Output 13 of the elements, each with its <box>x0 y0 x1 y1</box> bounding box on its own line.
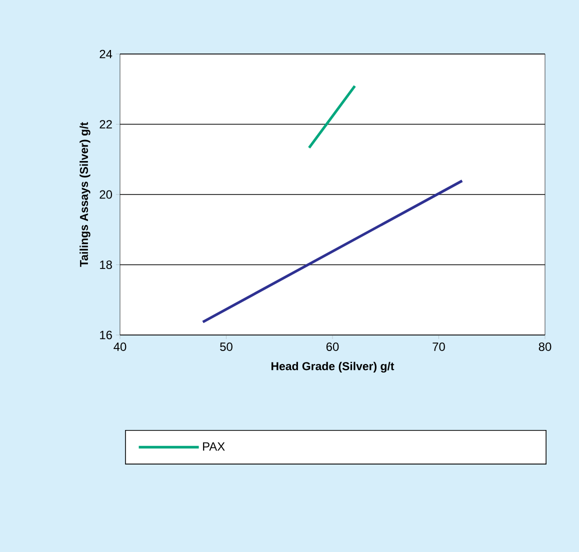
y-tick-label: 20 <box>100 190 112 199</box>
x-tick-label: 50 <box>220 342 232 351</box>
text: PAX <box>203 442 225 451</box>
x-axis-title: Head Grade (Silver) g/t <box>272 362 394 373</box>
x-tick-label: 40 <box>114 342 126 351</box>
x-tick-label: 70 <box>432 342 445 351</box>
y-tick-label: 24 <box>100 50 112 58</box>
x-tick-label: 60 <box>326 342 339 351</box>
y-tick-label: 22 <box>100 120 112 128</box>
x-tick-label: 80 <box>538 342 552 351</box>
y-axis-title: Tailings Assays (Silver) g/t <box>80 122 90 267</box>
y-tick-label: 16 <box>100 330 112 340</box>
y-tick-label: 18 <box>100 260 112 269</box>
